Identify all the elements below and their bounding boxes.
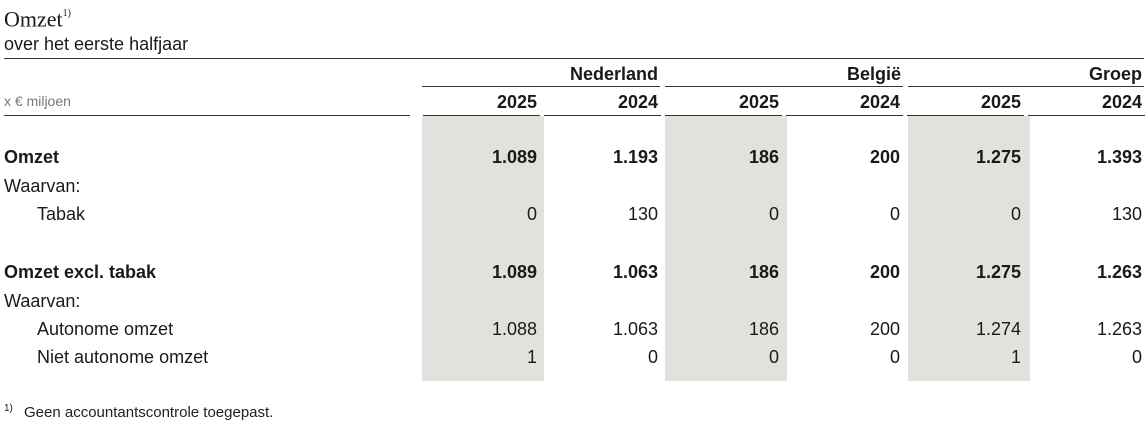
- year-header: 2024: [1101, 92, 1142, 112]
- row-label: Niet autonome omzet: [37, 347, 209, 367]
- label-underline: [4, 115, 410, 116]
- table-cell: 1: [1010, 347, 1021, 367]
- year-header: 2024: [859, 92, 900, 112]
- table-cell: 0: [1010, 204, 1021, 224]
- table-cell: 0: [768, 347, 779, 367]
- row-label: Tabak: [37, 204, 86, 224]
- table-cell: 0: [768, 204, 779, 224]
- region-underline: [665, 86, 903, 87]
- top-rule: [4, 58, 1144, 59]
- year-underline: [907, 115, 1024, 116]
- table-cell: 1.063: [612, 262, 658, 282]
- table-cell: 1.274: [975, 319, 1021, 339]
- year-header: 2024: [617, 92, 658, 112]
- table-cell: 1.089: [491, 262, 537, 282]
- highlight-column-nl-2025: [422, 116, 544, 381]
- table-cell: 200: [869, 147, 900, 167]
- table-cell: 1.088: [491, 319, 537, 339]
- row-label: Waarvan:: [4, 291, 81, 311]
- footnote-text: Geen accountantscontrole toegepast.: [24, 404, 274, 421]
- page-subtitle: over het eerste halfjaar: [4, 34, 189, 54]
- year-underline: [786, 115, 903, 116]
- region-header: Nederland: [569, 64, 658, 84]
- table-cell: 1.089: [491, 147, 537, 167]
- row-label: Waarvan:: [4, 176, 81, 196]
- unit-label: x € miljoen: [4, 93, 71, 109]
- table-cell: 130: [1111, 204, 1142, 224]
- highlight-column-be-2025: [665, 116, 787, 381]
- table-cell: 1.275: [975, 147, 1021, 167]
- year-underline: [665, 115, 782, 116]
- table-cell: 0: [889, 204, 900, 224]
- region-underline: [908, 86, 1144, 87]
- region-header: België: [846, 64, 901, 84]
- table-cell: 1.263: [1096, 262, 1142, 282]
- table-cell: 1.275: [975, 262, 1021, 282]
- table-cell: 1.063: [612, 319, 658, 339]
- table-cell: 200: [869, 319, 900, 339]
- year-underline: [1028, 115, 1145, 116]
- table-cell: 1: [526, 347, 537, 367]
- table-cell: 1.193: [612, 147, 658, 167]
- table-cell: 186: [748, 262, 779, 282]
- year-header: 2025: [496, 92, 537, 112]
- table-cell: 0: [1131, 347, 1142, 367]
- table-cell: 186: [748, 319, 779, 339]
- row-label: Autonome omzet: [37, 319, 174, 339]
- table-cell: 186: [748, 147, 779, 167]
- table-cell: 0: [647, 347, 658, 367]
- page-title: Omzet1): [4, 6, 71, 32]
- table-cell: 1.263: [1096, 319, 1142, 339]
- year-underline: [544, 115, 661, 116]
- year-header: 2025: [980, 92, 1021, 112]
- row-label: Omzet: [4, 147, 60, 167]
- table-cell: 200: [869, 262, 900, 282]
- year-underline: [423, 115, 540, 116]
- table-cell: 0: [526, 204, 537, 224]
- table-cell: 130: [627, 204, 658, 224]
- table-cell: 0: [889, 347, 900, 367]
- title-footnote-marker: 1): [62, 8, 71, 19]
- region-underline: [422, 86, 660, 87]
- table-cell: 1.393: [1096, 147, 1142, 167]
- footnote-marker: 1): [4, 403, 13, 414]
- row-label: Omzet excl. tabak: [4, 262, 157, 282]
- highlight-column-groep-2025: [908, 116, 1030, 381]
- year-header: 2025: [738, 92, 779, 112]
- region-header: Groep: [1088, 64, 1142, 84]
